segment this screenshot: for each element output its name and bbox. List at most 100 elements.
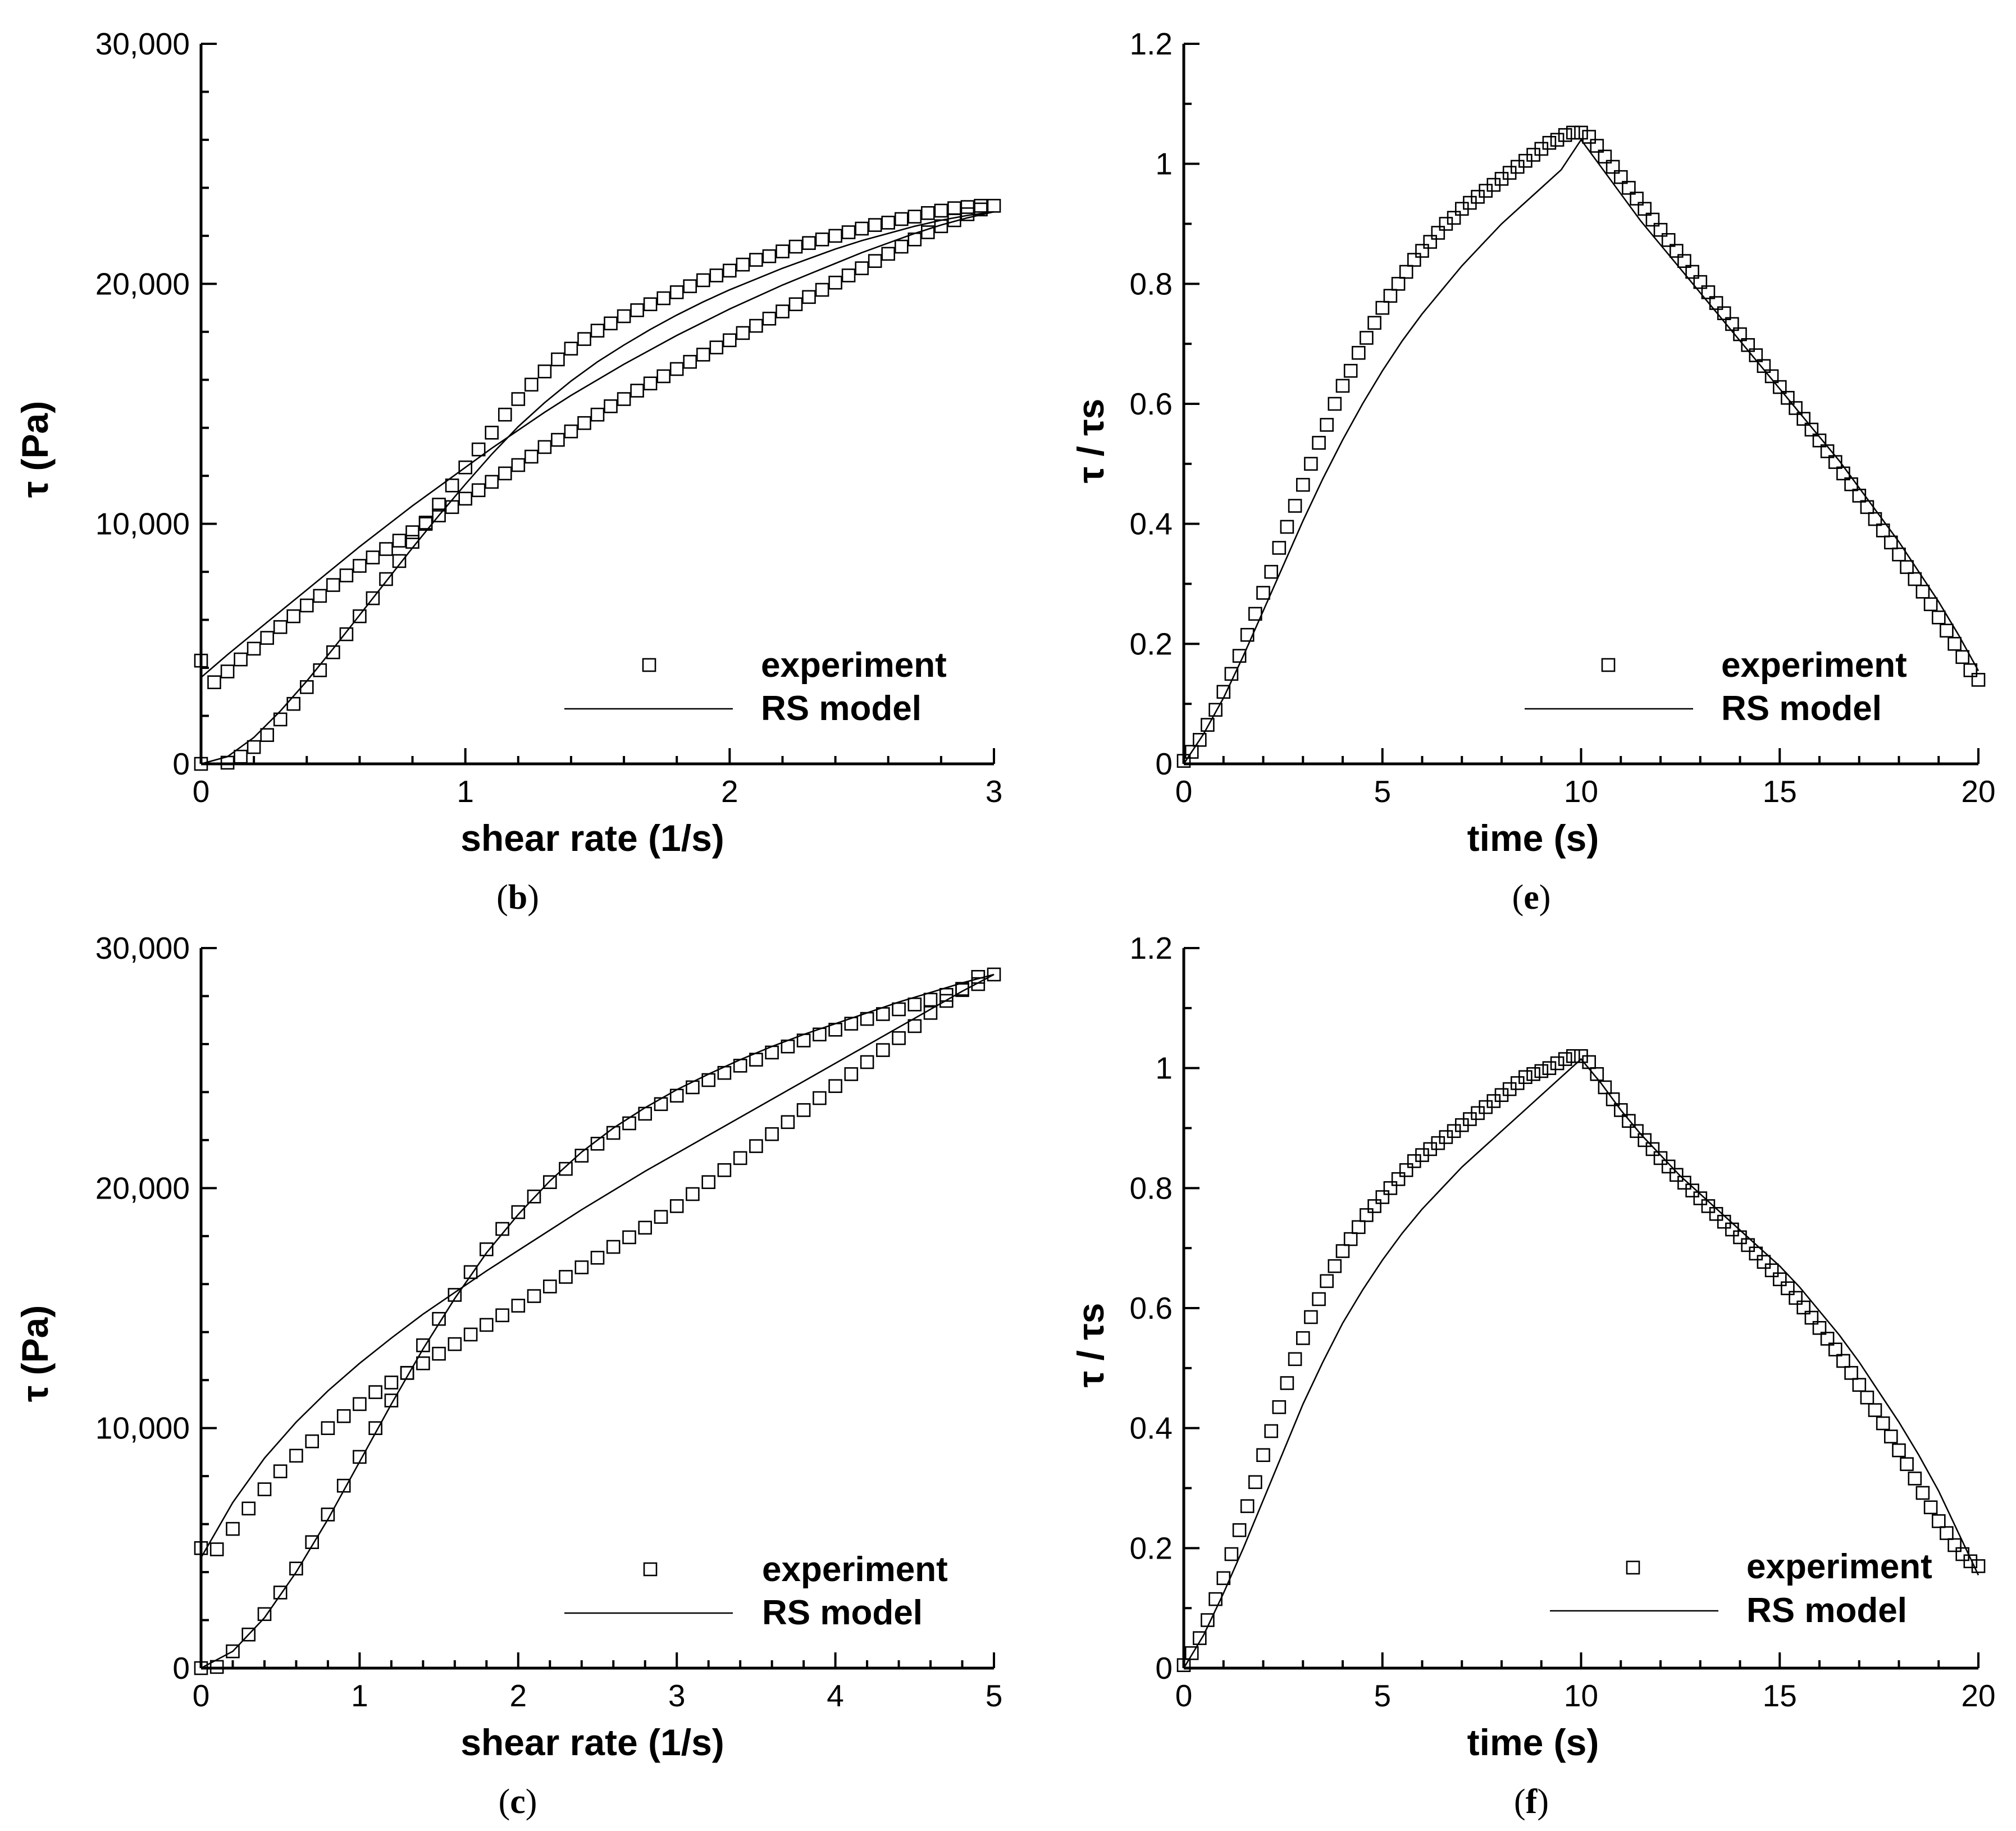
panel-e-y-tick-label: 1 [1155, 147, 1173, 181]
panel-c-experiment-point [400, 1366, 414, 1380]
panel-e-experiment-point [1876, 523, 1890, 538]
panel-c-experiment-point [463, 1265, 478, 1279]
panel-f-legend-experiment: experiment [1746, 1547, 1932, 1586]
panel-c-experiment-point [241, 1501, 256, 1516]
panel-c-experiment-point [209, 1542, 224, 1556]
panel-f-experiment-point [1272, 1400, 1287, 1414]
panel-e-experiment-point [1709, 296, 1723, 310]
panel-f-experiment-point [1923, 1500, 1938, 1514]
panel-b-experiment-point [299, 680, 314, 694]
panel-b-experiment-point [220, 664, 235, 678]
panel-b-experiment-point [207, 675, 221, 689]
panel-f-y-tick-label: 0.4 [1130, 1411, 1173, 1446]
panel-b-experiment-point [669, 362, 684, 376]
panel-b-experiment-point [643, 376, 658, 391]
panel-b-experiment-point [683, 354, 697, 369]
panel-c-experiment-point [479, 1242, 494, 1256]
panel-b-experiment-point [723, 263, 737, 278]
panel-e-experiment-point [1701, 285, 1716, 299]
panel-f-experiment-point [1558, 1052, 1572, 1066]
panel-c-experiment-point [654, 1210, 668, 1224]
panel-c-experiment-point [479, 1318, 494, 1332]
panel-b-experiment-point [907, 209, 922, 224]
panel-f-experiment-point [1176, 1658, 1191, 1672]
panel-e-experiment-point [1574, 125, 1588, 140]
panel-f-experiment-point [1232, 1523, 1247, 1537]
panel-f-experiment-point [1256, 1448, 1270, 1462]
panel-f-y-tick-label: 0 [1155, 1651, 1173, 1686]
panel-f-experiment-point [1940, 1526, 1954, 1540]
panel-b-experiment-point [286, 609, 301, 623]
panel-f-experiment-point [1828, 1342, 1842, 1356]
panel-f-experiment-point [1789, 1291, 1803, 1305]
panel-b-experiment-point [630, 384, 644, 398]
panel-f-experiment-point [1963, 1554, 1978, 1569]
panel-f-experiment-point [1773, 1272, 1787, 1286]
panel-c-experiment-point [813, 1091, 827, 1105]
panel-f-x-tick-label: 10 [1564, 1678, 1598, 1713]
panel-b-experiment-point [683, 279, 697, 293]
panel-b-experiment-point [273, 620, 288, 634]
panel-c-y-tick-label: 30,000 [95, 931, 190, 965]
panel-c-experiment-point [574, 1260, 589, 1274]
panel-b-experiment-point [802, 236, 816, 250]
panel-e-experiment-point [1590, 139, 1604, 153]
panel-f-experiment-point [1240, 1499, 1255, 1513]
panel-e-experiment-point [1638, 202, 1652, 216]
panel-b-experiment-point [485, 475, 499, 489]
panel-b-experiment-point [987, 199, 1001, 213]
panel-c: τ (Pa) shear rate (1/s) (c) experiment R… [14, 931, 1002, 1821]
panel-f-experiment-point [1566, 1049, 1580, 1063]
panel-f-experiment-point [1296, 1331, 1310, 1345]
panel-b-experiment-point [392, 554, 407, 568]
panel-c-experiment-point [686, 1187, 700, 1201]
panel-b-experiment-point [656, 291, 671, 306]
panel-f-experiment-point [1645, 1142, 1660, 1156]
panel-b-experiment-point [326, 645, 340, 659]
panel-e-experiment-point [1630, 192, 1644, 206]
panel-e-experiment-point [1757, 359, 1771, 374]
panel-c-legend-rs-model: RS model [762, 1593, 923, 1632]
panel-f-experiment-point [1812, 1321, 1827, 1335]
panel-b-experiment-point [841, 268, 856, 283]
panel-b-experiment-point [881, 247, 895, 261]
panel-e-experiment-point [1280, 520, 1294, 534]
panel-e-experiment-point [1582, 130, 1596, 144]
panel-f-experiment-point [1852, 1378, 1867, 1392]
panel-b-experiment-point [511, 392, 526, 406]
panel-e-legend-rs-model: RS model [1721, 689, 1882, 728]
panel-f-experiment-point [1201, 1613, 1215, 1627]
panel-b-experiment-point [868, 254, 882, 268]
panel-e-experiment-point [1598, 149, 1612, 164]
panel-f-experiment-point [1280, 1376, 1294, 1390]
panel-f-experiment-point [1605, 1092, 1620, 1106]
panel-b-experiment-point [947, 201, 961, 216]
panel-c-experiment-point [939, 994, 954, 1008]
panel-e-experiment-point [1288, 499, 1302, 513]
panel-c-experiment-point [289, 1449, 303, 1463]
panel-e-experiment-point [1320, 418, 1334, 432]
panel-e-x-tick-label: 20 [1961, 774, 1995, 809]
panel-b-x-tick-label: 3 [986, 774, 1003, 809]
panel-c-experiment-point [828, 1079, 842, 1093]
panel-f-experiment-point [1630, 1124, 1644, 1138]
panel-c-experiment-point [717, 1163, 732, 1177]
panel-b-experiment-point [788, 297, 803, 312]
panel-f-experiment-point [1590, 1067, 1604, 1081]
panel-f-legend-rs-model: RS model [1746, 1591, 1907, 1630]
panel-e-experiment-point [1176, 754, 1191, 768]
panel-c-experiment-point [669, 1199, 684, 1213]
panel-e-ylabel: τ / τs [1070, 399, 1111, 484]
panel-e-experiment-point [1367, 316, 1381, 330]
panel-e-experiment-point [1773, 380, 1787, 394]
panel-b-experiment-point [577, 416, 591, 430]
panel-b-experiment-point [471, 442, 486, 457]
panel-c-experiment-point [892, 1002, 906, 1017]
panel-b-experiment-point [855, 221, 869, 236]
panel-b-experiment-point [577, 332, 591, 346]
panel-b-experiment-point [776, 304, 790, 318]
panel-b-experiment-point [828, 229, 842, 243]
panel-f-y-tick-label: 0.8 [1130, 1170, 1173, 1205]
panel-f-experiment-point [1367, 1199, 1381, 1213]
panel-c-experiment-point [733, 1151, 747, 1165]
